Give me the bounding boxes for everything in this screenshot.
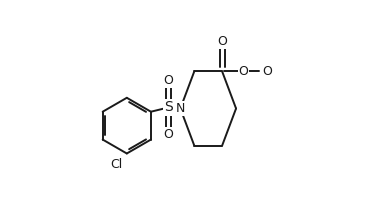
Text: O: O: [239, 65, 249, 78]
Text: Cl: Cl: [110, 158, 123, 171]
Text: N: N: [176, 102, 185, 115]
Text: S: S: [164, 100, 173, 114]
Text: O: O: [262, 65, 272, 78]
Text: O: O: [217, 35, 227, 48]
Text: O: O: [164, 74, 173, 87]
Text: O: O: [164, 128, 173, 141]
